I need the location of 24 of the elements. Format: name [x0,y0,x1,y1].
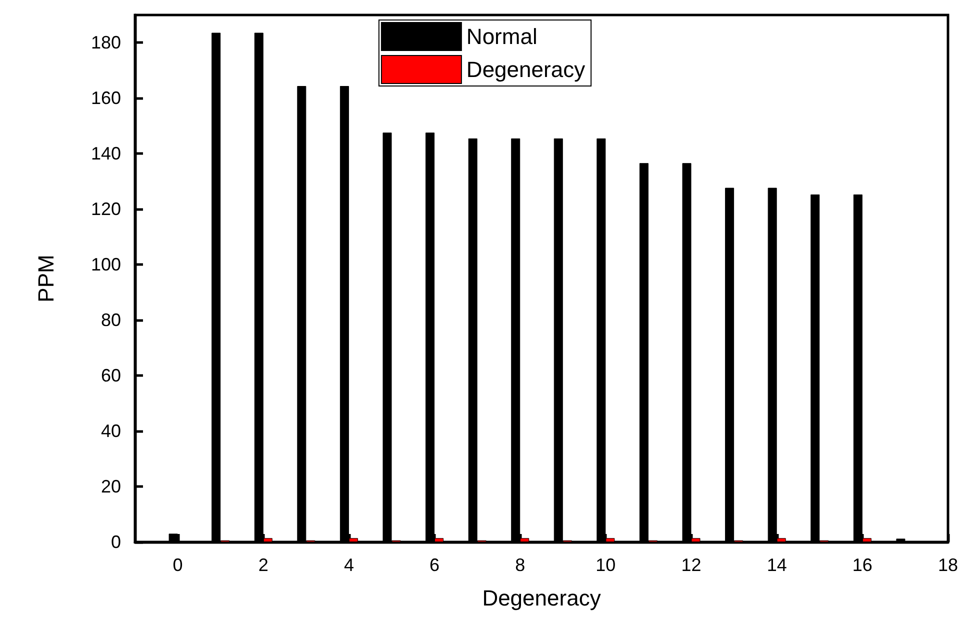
legend-label: Degeneracy [466,57,586,82]
y-tick-label: 20 [100,476,121,497]
y-tick-label: 160 [90,88,121,108]
x-tick-label: 12 [681,555,702,575]
x-tick-label: 0 [172,555,183,575]
y-tick-label: 60 [100,366,121,386]
x-tick-label: 16 [852,555,872,575]
x-tick-label: 10 [596,555,616,575]
y-tick-label: 80 [100,310,121,330]
y-tick-label: 120 [90,199,121,220]
y-tick-label: 100 [90,254,121,275]
y-tick-label: 140 [90,144,121,164]
x-tick-label: 2 [258,555,268,575]
x-tick-label: 4 [344,555,354,575]
x-axis-title: Degeneracy [482,586,601,610]
x-tick-label: 8 [515,555,526,575]
y-tick-label: 0 [110,532,121,552]
x-tick-label: 6 [430,555,440,575]
x-tick-label: 14 [766,555,787,575]
y-tick-label: 180 [90,32,121,53]
x-tick-label: 18 [938,555,958,575]
y-tick-label: 40 [100,421,121,442]
y-axis-title: PPM [34,254,58,302]
legend-label: Normal [466,24,538,49]
